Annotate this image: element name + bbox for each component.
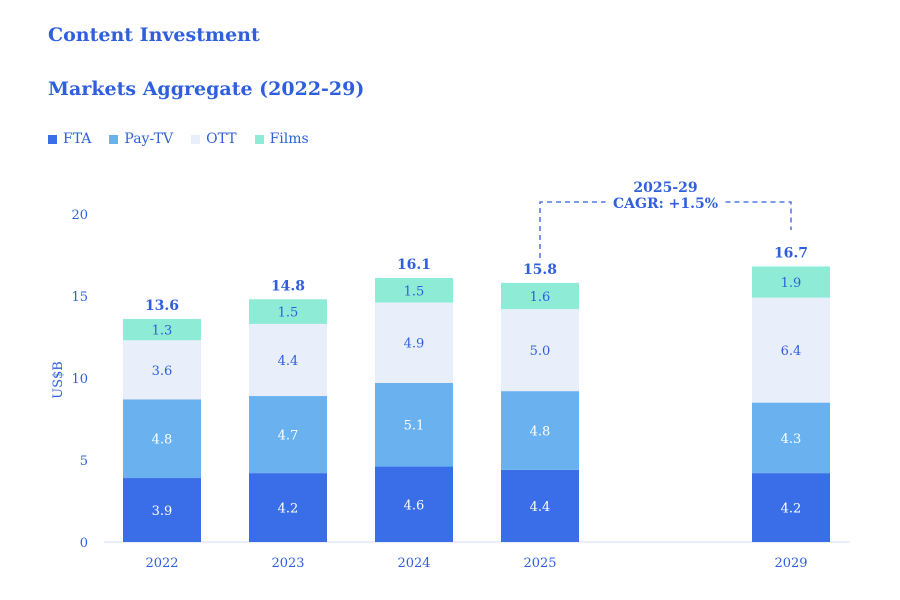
bar-segment-fta bbox=[375, 466, 453, 542]
segment-data-label: 4.6 bbox=[404, 498, 425, 513]
bar-segment-ott bbox=[123, 340, 201, 400]
segment-data-label: 1.5 bbox=[404, 284, 425, 299]
bar-segment-pay-tv bbox=[375, 382, 453, 467]
x-tick-label: 2022 bbox=[145, 556, 178, 571]
segment-data-label: 4.4 bbox=[530, 500, 551, 515]
bar-segment-films bbox=[123, 318, 201, 341]
chart-subtitle: Markets Aggregate (2022-29) bbox=[48, 78, 365, 100]
legend-label-films: Films bbox=[269, 131, 309, 147]
segment-data-label: 6.4 bbox=[781, 344, 802, 359]
bar-segment-ott bbox=[375, 302, 453, 383]
legend-item-pay-tv: Pay-TV bbox=[109, 131, 173, 147]
bar-total-label: 13.6 bbox=[145, 298, 179, 314]
cagr-period-label: 2025-29 bbox=[633, 180, 697, 196]
x-tick-label: 2024 bbox=[397, 556, 430, 571]
cagr-bracket-left bbox=[539, 201, 606, 258]
y-axis-label: US$B bbox=[51, 361, 66, 399]
bar-total-label: 16.7 bbox=[774, 245, 808, 261]
legend-item-films: Films bbox=[254, 131, 309, 147]
bar-total-label: 16.1 bbox=[397, 257, 431, 273]
bar-segment-pay-tv bbox=[752, 402, 830, 474]
segment-data-label: 5.1 bbox=[404, 419, 425, 434]
segment-data-label: 1.3 bbox=[152, 324, 173, 339]
segment-data-label: 4.9 bbox=[404, 337, 425, 352]
x-tick-label: 2023 bbox=[271, 556, 304, 571]
y-tick-label: 10 bbox=[71, 372, 88, 387]
segment-data-label: 4.3 bbox=[781, 432, 802, 447]
cagr-bracket-right bbox=[725, 201, 792, 230]
y-tick-label: 15 bbox=[71, 290, 88, 305]
segment-data-label: 4.8 bbox=[530, 424, 551, 439]
legend-swatch-ott bbox=[191, 134, 201, 144]
bar-segment-pay-tv bbox=[501, 391, 579, 470]
segment-data-label: 1.9 bbox=[781, 276, 802, 291]
y-tick-label: 0 bbox=[80, 536, 88, 551]
legend-label-fta: FTA bbox=[63, 131, 92, 147]
legend-label-pay-tv: Pay-TV bbox=[124, 131, 174, 147]
segment-data-label: 4.8 bbox=[152, 433, 173, 448]
x-tick-label: 2029 bbox=[774, 556, 807, 571]
bar-segment-films bbox=[249, 299, 327, 324]
legend-item-ott: OTT bbox=[191, 131, 237, 147]
segment-data-label: 5.0 bbox=[530, 344, 551, 359]
bar-segment-ott bbox=[249, 323, 327, 397]
bar-segment-fta bbox=[249, 473, 327, 542]
legend-label-ott: OTT bbox=[206, 131, 237, 147]
bar-segment-fta bbox=[501, 469, 579, 542]
bar-segment-fta bbox=[123, 478, 201, 542]
bar-segment-pay-tv bbox=[123, 399, 201, 479]
bar-total-label: 15.8 bbox=[523, 262, 557, 278]
bar-segment-films bbox=[501, 282, 579, 310]
segment-data-label: 1.6 bbox=[530, 290, 551, 305]
legend: FTA Pay-TV OTT Films bbox=[48, 131, 309, 147]
bar-segment-ott bbox=[501, 309, 579, 392]
legend-item-fta: FTA bbox=[48, 131, 91, 147]
legend-swatch-fta bbox=[48, 134, 57, 144]
segment-data-label: 1.5 bbox=[278, 306, 299, 321]
segment-data-label: 3.9 bbox=[152, 504, 173, 519]
bar-segment-films bbox=[752, 266, 830, 298]
legend-swatch-pay-tv bbox=[109, 134, 119, 144]
y-tick-label: 20 bbox=[71, 208, 88, 223]
bar-segment-ott bbox=[752, 297, 830, 403]
segment-data-label: 4.4 bbox=[278, 354, 299, 369]
segment-data-label: 4.2 bbox=[278, 502, 299, 517]
bar-segment-pay-tv bbox=[249, 396, 327, 474]
segment-data-label: 4.2 bbox=[781, 502, 802, 517]
segment-data-label: 3.6 bbox=[152, 364, 173, 379]
bar-segment-films bbox=[375, 277, 453, 303]
segment-data-label: 4.7 bbox=[278, 429, 299, 444]
x-tick-label: 2025 bbox=[523, 556, 556, 571]
legend-swatch-films bbox=[254, 134, 264, 144]
cagr-value-label: CAGR: +1.5% bbox=[613, 196, 718, 212]
bar-total-label: 14.8 bbox=[271, 278, 305, 294]
y-tick-label: 5 bbox=[80, 454, 88, 469]
bar-segment-fta bbox=[752, 473, 830, 542]
chart-title: Content Investment bbox=[48, 24, 260, 46]
